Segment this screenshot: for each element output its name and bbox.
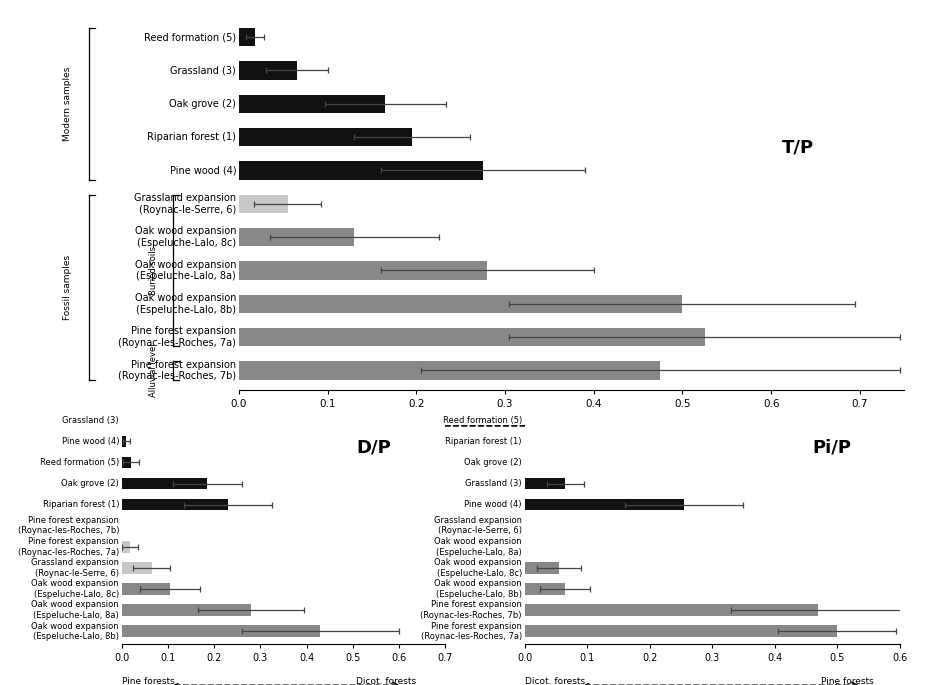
Text: Dicot. forests
and grasslands: Dicot. forests and grasslands xyxy=(524,677,592,685)
Bar xyxy=(239,361,660,379)
Bar xyxy=(239,161,482,179)
Bar xyxy=(122,477,207,489)
Bar xyxy=(239,261,487,279)
Text: Buried soils: Buried soils xyxy=(149,246,158,295)
Text: Forests: Forests xyxy=(547,434,584,443)
Bar xyxy=(524,625,836,637)
Text: Modern samples: Modern samples xyxy=(63,66,72,141)
Bar xyxy=(239,228,354,247)
Text: Fossil samples: Fossil samples xyxy=(63,255,72,320)
Bar xyxy=(122,562,152,574)
Text: Grasslands: Grasslands xyxy=(258,434,316,443)
Text: T/P: T/P xyxy=(781,139,813,157)
Text: Pi/P: Pi/P xyxy=(812,439,851,457)
Bar xyxy=(122,541,130,553)
Bar xyxy=(524,583,564,595)
Bar xyxy=(239,95,385,113)
Bar xyxy=(524,562,559,574)
Bar xyxy=(524,604,817,616)
Bar xyxy=(122,604,251,616)
Text: Pine forests: Pine forests xyxy=(820,677,872,685)
Bar xyxy=(524,477,564,489)
Text: Pine forests
and grasslands: Pine forests and grasslands xyxy=(122,677,190,685)
Bar xyxy=(122,436,126,447)
Bar xyxy=(239,328,704,347)
Bar xyxy=(239,295,681,313)
Bar xyxy=(239,28,255,47)
Text: Alluvial level: Alluvial level xyxy=(149,344,158,397)
Bar xyxy=(122,457,131,469)
Bar xyxy=(122,625,320,637)
Text: Dicot. forests: Dicot. forests xyxy=(356,677,416,685)
Bar xyxy=(122,583,170,595)
Bar xyxy=(239,128,412,147)
Text: D/P: D/P xyxy=(357,439,391,457)
Bar xyxy=(239,195,287,213)
Bar xyxy=(122,499,227,510)
Bar xyxy=(239,61,297,79)
Bar xyxy=(524,499,683,510)
